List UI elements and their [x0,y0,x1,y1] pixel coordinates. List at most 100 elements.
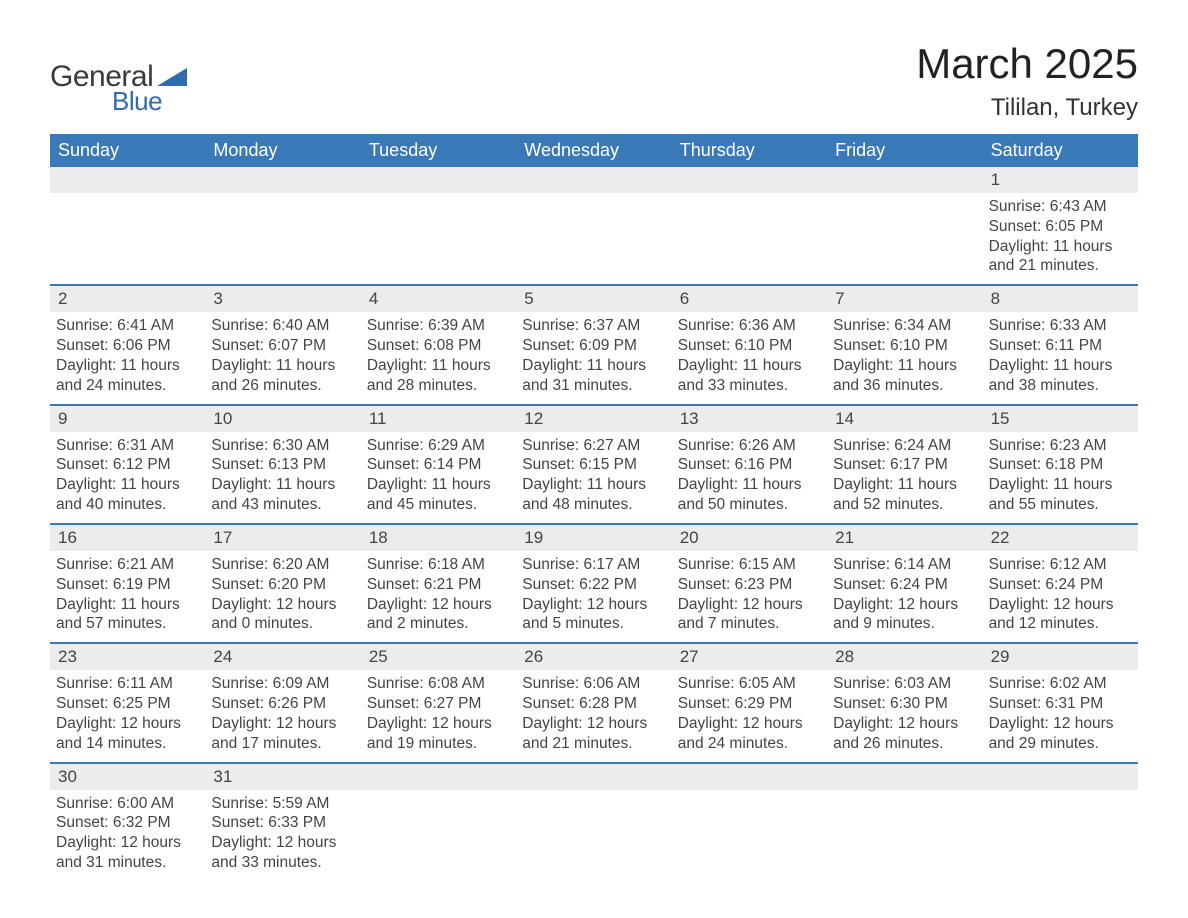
day-detail-line: Sunrise: 6:17 AM [522,555,665,575]
day-detail-line: Daylight: 12 hours [522,595,665,615]
day-number-row: 23242526272829 [50,642,1138,670]
logo-text-blue: Blue [112,86,187,117]
day-detail-line: Sunrise: 6:29 AM [367,436,510,456]
header-monday: Monday [205,134,360,167]
day-detail-line: and 24 minutes. [678,734,821,754]
day-detail: Sunrise: 6:30 AMSunset: 6:13 PMDaylight:… [205,432,360,523]
day-detail [516,193,671,284]
day-detail [672,790,827,881]
day-detail-line: and 21 minutes. [522,734,665,754]
day-detail-line: Sunrise: 6:14 AM [833,555,976,575]
day-number: 18 [361,525,516,551]
day-detail-line: Sunrise: 6:03 AM [833,674,976,694]
day-detail-line: Daylight: 11 hours [678,356,821,376]
day-number: 12 [516,406,671,432]
day-number [672,764,827,790]
day-detail-line: and 31 minutes. [56,853,199,873]
day-detail-line: Daylight: 12 hours [211,595,354,615]
day-detail-line: Daylight: 11 hours [833,356,976,376]
day-detail: Sunrise: 6:02 AMSunset: 6:31 PMDaylight:… [983,670,1138,761]
day-detail-line: Sunrise: 6:39 AM [367,316,510,336]
day-number: 6 [672,286,827,312]
day-number: 24 [205,644,360,670]
calendar: Sunday Monday Tuesday Wednesday Thursday… [50,134,1138,881]
day-detail-line: Sunset: 6:14 PM [367,455,510,475]
day-detail-line: Daylight: 12 hours [367,714,510,734]
day-detail-line: Sunset: 6:17 PM [833,455,976,475]
day-detail [361,193,516,284]
day-number-row: 3031 [50,762,1138,790]
day-number-row: 1 [50,167,1138,193]
day-detail-line: Daylight: 12 hours [833,714,976,734]
day-detail: Sunrise: 6:05 AMSunset: 6:29 PMDaylight:… [672,670,827,761]
day-detail-line: and 19 minutes. [367,734,510,754]
day-number: 8 [983,286,1138,312]
day-detail: Sunrise: 6:08 AMSunset: 6:27 PMDaylight:… [361,670,516,761]
day-detail: Sunrise: 6:24 AMSunset: 6:17 PMDaylight:… [827,432,982,523]
day-detail-line: Sunset: 6:24 PM [989,575,1132,595]
day-number [205,167,360,193]
day-detail-line: Daylight: 11 hours [678,475,821,495]
day-number [672,167,827,193]
day-detail-line: Sunset: 6:22 PM [522,575,665,595]
day-detail-line: Daylight: 12 hours [211,714,354,734]
week: 2345678Sunrise: 6:41 AMSunset: 6:06 PMDa… [50,284,1138,403]
header-wednesday: Wednesday [516,134,671,167]
day-detail-line: and 9 minutes. [833,614,976,634]
header-friday: Friday [827,134,982,167]
day-number: 15 [983,406,1138,432]
day-detail-line: and 57 minutes. [56,614,199,634]
header-saturday: Saturday [983,134,1138,167]
day-detail-line: and 33 minutes. [211,853,354,873]
day-detail-line: and 2 minutes. [367,614,510,634]
day-detail-line: Sunrise: 6:43 AM [989,197,1132,217]
day-detail-line: and 24 minutes. [56,376,199,396]
day-details-row: Sunrise: 6:43 AMSunset: 6:05 PMDaylight:… [50,193,1138,284]
title-block: March 2025 Tililan, Turkey [916,40,1138,122]
day-detail: Sunrise: 6:33 AMSunset: 6:11 PMDaylight:… [983,312,1138,403]
day-detail-line: Daylight: 12 hours [989,714,1132,734]
day-detail-line: and 7 minutes. [678,614,821,634]
day-detail-line: and 36 minutes. [833,376,976,396]
day-detail: Sunrise: 6:06 AMSunset: 6:28 PMDaylight:… [516,670,671,761]
day-detail [516,790,671,881]
day-detail-line: Sunrise: 6:18 AM [367,555,510,575]
day-number [361,764,516,790]
week: 1Sunrise: 6:43 AMSunset: 6:05 PMDaylight… [50,167,1138,284]
day-detail-line: Daylight: 11 hours [833,475,976,495]
day-detail-line: Sunrise: 6:40 AM [211,316,354,336]
day-detail: Sunrise: 5:59 AMSunset: 6:33 PMDaylight:… [205,790,360,881]
day-detail-line: Sunset: 6:08 PM [367,336,510,356]
day-detail-line: and 17 minutes. [211,734,354,754]
day-detail-line: Daylight: 11 hours [522,356,665,376]
day-detail-line: Sunset: 6:19 PM [56,575,199,595]
day-detail-line: and 26 minutes. [833,734,976,754]
day-number: 1 [983,167,1138,193]
day-detail-line: Sunset: 6:16 PM [678,455,821,475]
day-detail-line: Sunrise: 6:09 AM [211,674,354,694]
day-details-row: Sunrise: 6:31 AMSunset: 6:12 PMDaylight:… [50,432,1138,523]
day-detail-line: Sunset: 6:06 PM [56,336,199,356]
day-detail-line: Daylight: 11 hours [367,475,510,495]
day-detail [361,790,516,881]
day-detail-line: Sunrise: 6:05 AM [678,674,821,694]
header: General Blue March 2025 Tililan, Turkey [50,40,1138,122]
day-detail-line: Sunset: 6:23 PM [678,575,821,595]
day-detail-line: and 45 minutes. [367,495,510,515]
day-number [361,167,516,193]
day-number-row: 2345678 [50,284,1138,312]
day-detail-line: and 33 minutes. [678,376,821,396]
day-detail-line: Sunrise: 6:23 AM [989,436,1132,456]
day-detail-line: Daylight: 11 hours [56,475,199,495]
day-detail-line: Sunset: 6:15 PM [522,455,665,475]
header-sunday: Sunday [50,134,205,167]
day-detail-line: Sunrise: 6:34 AM [833,316,976,336]
day-detail-line: Daylight: 11 hours [367,356,510,376]
day-detail-line: and 21 minutes. [989,256,1132,276]
day-detail-line: Sunrise: 6:27 AM [522,436,665,456]
day-detail-line: Daylight: 12 hours [833,595,976,615]
day-number: 20 [672,525,827,551]
day-detail-line: Sunrise: 6:21 AM [56,555,199,575]
day-detail-line: Daylight: 12 hours [367,595,510,615]
day-number: 3 [205,286,360,312]
